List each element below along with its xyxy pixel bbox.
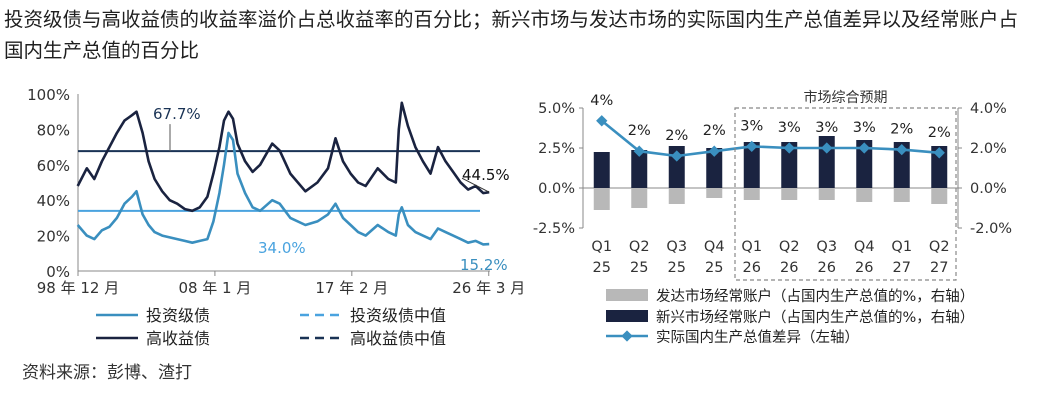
y-tick-label: 0%	[46, 263, 70, 281]
x-category-label: Q1 25	[591, 239, 612, 276]
left-axis-tick-label: 5.0%	[538, 101, 575, 117]
x-tick-label: 17 年 2 月	[315, 279, 388, 297]
x-category-label: Q1 26	[741, 239, 762, 276]
bar-dm	[856, 188, 873, 202]
right-axis-tick-label: 2.0%	[970, 141, 1007, 157]
annotation-hy-last: 44.5%	[462, 166, 510, 184]
diff-marker	[821, 142, 833, 154]
bar-dm	[893, 188, 910, 202]
diff-marker	[671, 150, 683, 162]
x-category-label: Q2 27	[929, 239, 950, 276]
source-note: 资料来源：彭博、渣打	[22, 363, 192, 383]
left-axis-tick-label: -2.5%	[533, 221, 575, 237]
y-tick-label: 100%	[27, 86, 70, 104]
series-line-diff	[600, 119, 940, 158]
legend-label-diff: 实际国内生产总值差异（左轴）	[656, 329, 859, 346]
diff-data-label: 2%	[628, 123, 651, 139]
x-category-label: Q4 25	[704, 239, 725, 276]
right-axis-tick-label: -2.0%	[970, 221, 1012, 237]
x-tick-label: 26 年 3 月	[452, 279, 525, 297]
bar-em	[631, 150, 648, 188]
annotation-ig-last: 15.2%	[460, 256, 508, 274]
annotation-median-hy: 67.7%	[153, 105, 201, 123]
bar-em	[893, 142, 910, 188]
bar-dm	[743, 188, 760, 200]
x-category-label: Q3 25	[666, 239, 687, 276]
bar-em	[743, 142, 760, 188]
bar-dm	[631, 188, 648, 208]
legend-label-em: 新兴市场经常账户（占国内生产总值的%，右轴）	[656, 309, 974, 326]
x-tick-label: 08 年 1 月	[178, 279, 251, 297]
left-axis-tick-label: 0.0%	[538, 181, 575, 197]
diff-marker	[633, 145, 645, 157]
legend-swatch-dm	[606, 289, 648, 301]
forecast-box-label: 市场综合预期	[804, 89, 888, 106]
diff-data-label: 3%	[740, 118, 763, 134]
diff-data-label: 3%	[815, 120, 838, 136]
diff-data-label: 2%	[665, 128, 688, 144]
legend-marker-diff	[621, 330, 633, 342]
bar-dm	[668, 188, 685, 204]
diff-marker	[746, 140, 758, 153]
bar-dm	[593, 188, 610, 210]
left-axis-tick-label: 2.5%	[538, 141, 575, 157]
x-category-label: Q1 27	[891, 239, 912, 276]
diff-data-label: 2%	[890, 122, 913, 138]
diff-data-label: 3%	[853, 120, 876, 136]
bar-dm	[818, 188, 835, 200]
diff-marker	[933, 147, 945, 159]
page-title: 投资级债与高收益债的收益率溢价占总收益率的百分比；新兴市场与发达市场的实际国内生…	[4, 8, 1019, 62]
legend-label-ig: 投资级债	[146, 306, 210, 325]
y-tick-label: 60%	[37, 157, 70, 175]
x-category-label: Q2 25	[629, 239, 650, 276]
legend-swatch-em	[606, 310, 648, 322]
legend-label-hy: 高收益债	[146, 329, 210, 348]
forecast-box	[734, 107, 957, 281]
x-category-label: Q3 26	[816, 239, 837, 276]
diff-data-label: 2%	[928, 125, 951, 141]
legend-label-dm: 发达市场经常账户（占国内生产总值的%，右轴）	[656, 288, 974, 305]
diff-marker	[858, 142, 870, 154]
y-tick-label: 20%	[37, 228, 70, 246]
bar-em	[856, 140, 873, 188]
legend-label-median_ig: 投资级债中值	[350, 306, 446, 325]
diff-data-label: 3%	[778, 120, 801, 136]
series-line-ig	[76, 131, 490, 246]
bar-em	[593, 152, 610, 188]
x-tick-label: 98 年 12 月	[37, 279, 119, 297]
bar-dm	[781, 188, 798, 200]
right-axis-tick-label: 0.0%	[970, 181, 1007, 197]
diff-marker	[708, 145, 720, 157]
diff-data-label: 2%	[703, 123, 726, 139]
diff-marker	[783, 142, 795, 154]
legend-label-median_hy: 高收益债中值	[350, 329, 446, 348]
diff-data-label: 4%	[590, 93, 613, 109]
right-axis-tick-label: 4.0%	[970, 101, 1007, 117]
series-line-hy	[76, 101, 490, 213]
annotation-median-ig: 34.0%	[258, 239, 306, 257]
y-tick-label: 40%	[37, 192, 70, 210]
bar-em	[781, 142, 798, 188]
x-category-label: Q4 26	[854, 239, 875, 276]
bar-dm	[706, 188, 723, 198]
diff-marker	[896, 143, 908, 156]
y-tick-label: 80%	[37, 121, 70, 139]
x-category-label: Q2 26	[779, 239, 800, 276]
bar-dm	[931, 188, 948, 204]
bar-em	[931, 146, 948, 188]
annotation-leader	[461, 177, 490, 193]
bar-em	[706, 148, 723, 188]
